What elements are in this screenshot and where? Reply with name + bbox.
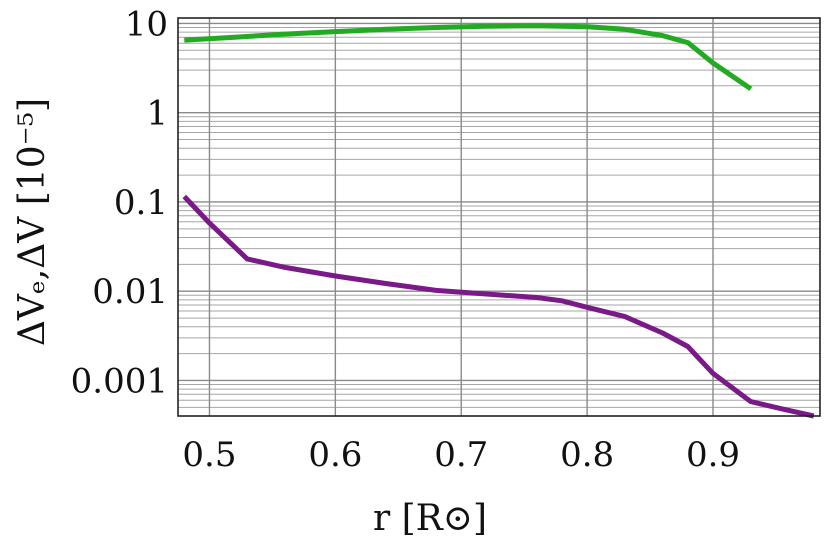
x-tick-label: 0.8 xyxy=(560,435,614,475)
y-tick-label: 0.01 xyxy=(92,272,168,312)
grid xyxy=(178,18,820,417)
plot-frame xyxy=(177,17,821,417)
y-tick-label: 1 xyxy=(146,94,168,134)
series-line-1 xyxy=(184,23,753,91)
y-axis-ticks: 10 1 0.1 0.01 0.001 xyxy=(71,4,168,401)
y-axis-label: ΔVₑ,ΔV [10⁻⁵] xyxy=(12,98,53,346)
x-tick-label: 0.7 xyxy=(434,435,488,475)
x-axis-label: r [R⊙] xyxy=(373,498,487,539)
series-layer xyxy=(182,23,815,419)
series-line-2 xyxy=(182,194,815,419)
x-tick-label: 0.9 xyxy=(686,435,740,475)
x-tick-label: 0.6 xyxy=(308,435,362,475)
y-tick-label: 0.1 xyxy=(114,183,168,223)
y-tick-label: 0.001 xyxy=(71,361,168,401)
x-tick-label: 0.5 xyxy=(182,435,236,475)
y-tick-label: 10 xyxy=(125,4,168,44)
x-axis-ticks: 0.5 0.6 0.7 0.8 0.9 xyxy=(182,435,740,475)
